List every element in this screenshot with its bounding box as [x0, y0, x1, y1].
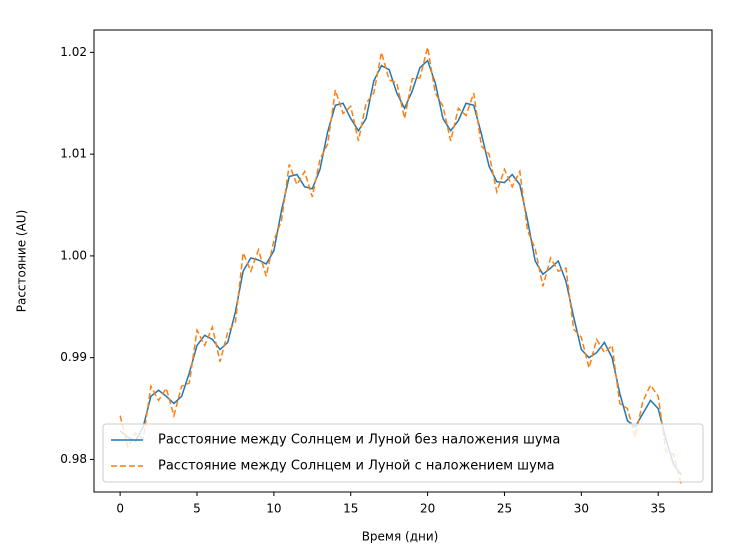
y-tick-label: 1.02: [60, 45, 87, 59]
x-tick-label: 15: [343, 502, 358, 516]
series-line: [119, 47, 682, 486]
legend-label: Расстояние между Солнцем и Луной с налож…: [158, 459, 555, 474]
legend: Расстояние между Солнцем и Луной без нал…: [102, 423, 704, 483]
x-tick-label: 5: [193, 502, 201, 516]
x-tick-label: 10: [266, 502, 281, 516]
y-tick-label: 0.98: [60, 452, 87, 466]
y-tick-label: 0.99: [60, 350, 87, 364]
x-tick-label: 20: [420, 502, 435, 516]
x-tick-label: 0: [116, 502, 124, 516]
legend-label: Расстояние между Солнцем и Луной без нал…: [158, 433, 560, 448]
series-line: [119, 59, 682, 476]
x-axis-label: Время (дни): [362, 530, 439, 544]
x-tick-label: 25: [497, 502, 512, 516]
y-tick-label: 1.00: [60, 248, 87, 262]
x-tick-label: 35: [651, 502, 666, 516]
y-axis-label: Расстояние (AU): [15, 210, 29, 313]
plot-frame: [93, 29, 713, 493]
x-tick-label: 30: [574, 502, 589, 516]
y-tick-label: 1.01: [60, 147, 87, 161]
legend-box: [102, 423, 704, 483]
